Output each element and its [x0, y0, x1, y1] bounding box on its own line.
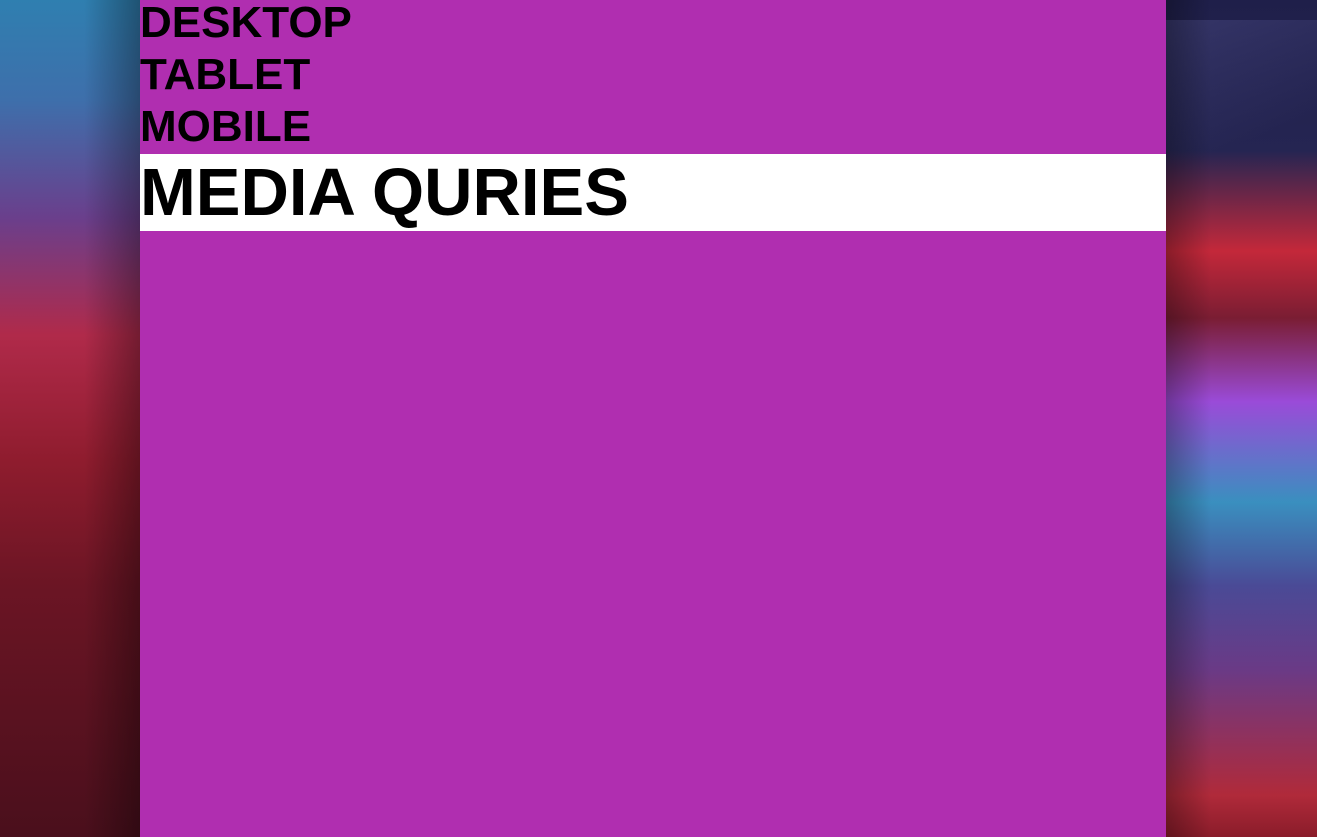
- title-banner: MEDIA QURIES: [140, 154, 1166, 231]
- wallpaper-right-strip: [1166, 0, 1317, 837]
- browser-page: DESKTOP TABLET MOBILE MEDIA QURIES: [140, 0, 1166, 837]
- wallpaper-left-strip: [0, 0, 140, 837]
- page-title: MEDIA QURIES: [140, 155, 629, 230]
- nav-item-desktop[interactable]: DESKTOP: [140, 0, 352, 47]
- nav-item-mobile[interactable]: MOBILE: [140, 102, 312, 151]
- device-nav: DESKTOP TABLET MOBILE: [140, 0, 1166, 153]
- nav-item-tablet[interactable]: TABLET: [140, 50, 311, 99]
